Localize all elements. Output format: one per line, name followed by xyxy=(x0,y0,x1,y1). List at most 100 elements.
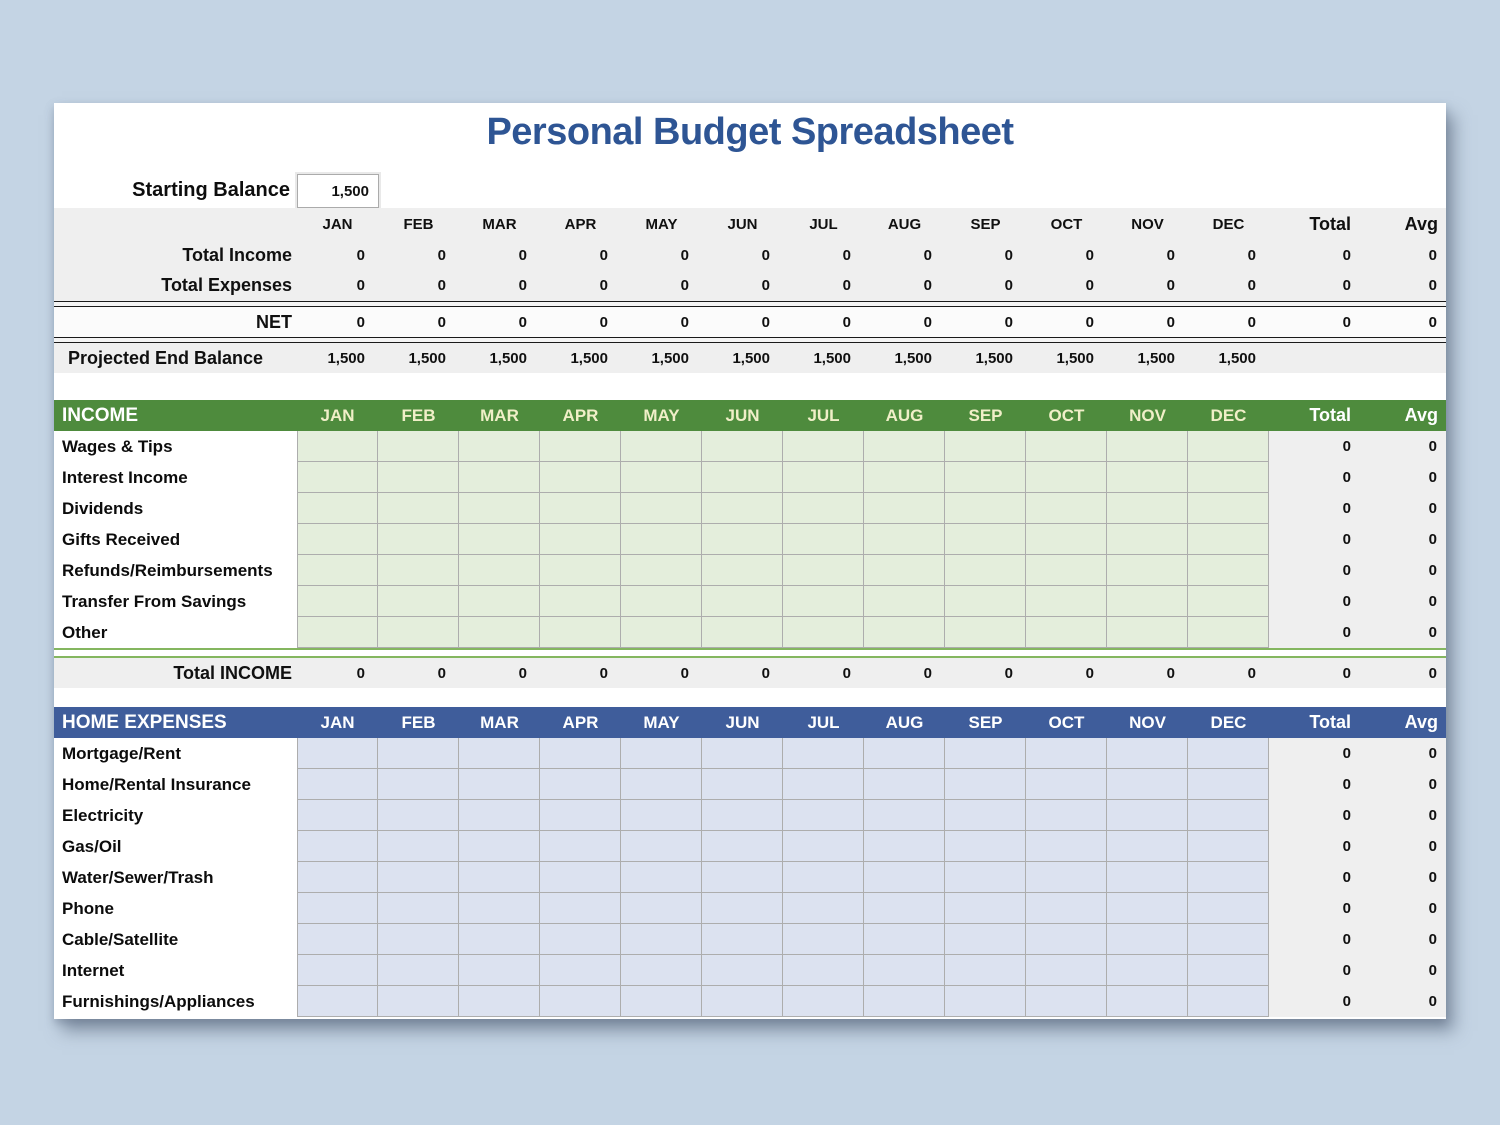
home-entry-cell[interactable] xyxy=(378,955,459,986)
income-entry-cell[interactable] xyxy=(783,462,864,493)
home-entry-cell[interactable] xyxy=(378,924,459,955)
home-entry-cell[interactable] xyxy=(540,924,621,955)
home-entry-cell[interactable] xyxy=(459,800,540,831)
income-entry-cell[interactable] xyxy=(297,462,378,493)
home-entry-cell[interactable] xyxy=(297,800,378,831)
income-entry-cell[interactable] xyxy=(297,493,378,524)
income-entry-cell[interactable] xyxy=(783,586,864,617)
home-entry-cell[interactable] xyxy=(459,893,540,924)
home-entry-cell[interactable] xyxy=(783,986,864,1017)
home-entry-cell[interactable] xyxy=(1026,986,1107,1017)
home-entry-cell[interactable] xyxy=(1026,862,1107,893)
home-entry-cell[interactable] xyxy=(702,862,783,893)
home-entry-cell[interactable] xyxy=(621,893,702,924)
home-entry-cell[interactable] xyxy=(702,831,783,862)
home-entry-cell[interactable] xyxy=(297,862,378,893)
income-entry-cell[interactable] xyxy=(864,524,945,555)
income-entry-cell[interactable] xyxy=(459,524,540,555)
home-entry-cell[interactable] xyxy=(702,924,783,955)
home-entry-cell[interactable] xyxy=(702,769,783,800)
home-entry-cell[interactable] xyxy=(378,800,459,831)
income-entry-cell[interactable] xyxy=(1107,431,1188,462)
home-entry-cell[interactable] xyxy=(1026,738,1107,769)
home-entry-cell[interactable] xyxy=(945,955,1026,986)
home-entry-cell[interactable] xyxy=(945,986,1026,1017)
income-entry-cell[interactable] xyxy=(864,462,945,493)
income-entry-cell[interactable] xyxy=(378,462,459,493)
income-entry-cell[interactable] xyxy=(702,555,783,586)
income-entry-cell[interactable] xyxy=(621,617,702,648)
home-entry-cell[interactable] xyxy=(1026,955,1107,986)
home-entry-cell[interactable] xyxy=(702,800,783,831)
income-entry-cell[interactable] xyxy=(297,617,378,648)
income-entry-cell[interactable] xyxy=(1026,493,1107,524)
home-entry-cell[interactable] xyxy=(621,769,702,800)
income-entry-cell[interactable] xyxy=(1026,462,1107,493)
income-entry-cell[interactable] xyxy=(621,586,702,617)
home-entry-cell[interactable] xyxy=(1188,986,1269,1017)
home-entry-cell[interactable] xyxy=(297,955,378,986)
income-entry-cell[interactable] xyxy=(459,431,540,462)
home-entry-cell[interactable] xyxy=(1107,986,1188,1017)
home-entry-cell[interactable] xyxy=(1188,800,1269,831)
income-entry-cell[interactable] xyxy=(945,555,1026,586)
home-entry-cell[interactable] xyxy=(1188,831,1269,862)
income-entry-cell[interactable] xyxy=(702,617,783,648)
income-entry-cell[interactable] xyxy=(1026,524,1107,555)
income-entry-cell[interactable] xyxy=(1188,586,1269,617)
home-entry-cell[interactable] xyxy=(702,986,783,1017)
income-entry-cell[interactable] xyxy=(864,493,945,524)
home-entry-cell[interactable] xyxy=(783,800,864,831)
home-entry-cell[interactable] xyxy=(1188,738,1269,769)
income-entry-cell[interactable] xyxy=(459,462,540,493)
home-entry-cell[interactable] xyxy=(783,955,864,986)
home-entry-cell[interactable] xyxy=(864,738,945,769)
home-entry-cell[interactable] xyxy=(864,893,945,924)
home-entry-cell[interactable] xyxy=(783,738,864,769)
home-entry-cell[interactable] xyxy=(459,924,540,955)
home-entry-cell[interactable] xyxy=(864,862,945,893)
income-entry-cell[interactable] xyxy=(702,524,783,555)
home-entry-cell[interactable] xyxy=(1026,800,1107,831)
income-entry-cell[interactable] xyxy=(864,431,945,462)
home-entry-cell[interactable] xyxy=(1026,924,1107,955)
income-entry-cell[interactable] xyxy=(1026,617,1107,648)
home-entry-cell[interactable] xyxy=(1107,800,1188,831)
home-entry-cell[interactable] xyxy=(864,924,945,955)
income-entry-cell[interactable] xyxy=(1026,586,1107,617)
home-entry-cell[interactable] xyxy=(621,986,702,1017)
income-entry-cell[interactable] xyxy=(945,586,1026,617)
income-entry-cell[interactable] xyxy=(459,586,540,617)
home-entry-cell[interactable] xyxy=(1026,769,1107,800)
income-entry-cell[interactable] xyxy=(702,493,783,524)
home-entry-cell[interactable] xyxy=(297,831,378,862)
home-entry-cell[interactable] xyxy=(459,955,540,986)
income-entry-cell[interactable] xyxy=(540,586,621,617)
home-entry-cell[interactable] xyxy=(459,986,540,1017)
income-entry-cell[interactable] xyxy=(945,524,1026,555)
income-entry-cell[interactable] xyxy=(945,431,1026,462)
home-entry-cell[interactable] xyxy=(702,955,783,986)
home-entry-cell[interactable] xyxy=(540,800,621,831)
home-entry-cell[interactable] xyxy=(864,769,945,800)
income-entry-cell[interactable] xyxy=(1188,617,1269,648)
home-entry-cell[interactable] xyxy=(540,862,621,893)
home-entry-cell[interactable] xyxy=(378,862,459,893)
home-entry-cell[interactable] xyxy=(783,862,864,893)
home-entry-cell[interactable] xyxy=(1107,738,1188,769)
home-entry-cell[interactable] xyxy=(621,924,702,955)
income-entry-cell[interactable] xyxy=(864,555,945,586)
income-entry-cell[interactable] xyxy=(297,524,378,555)
home-entry-cell[interactable] xyxy=(1188,769,1269,800)
home-entry-cell[interactable] xyxy=(945,800,1026,831)
home-entry-cell[interactable] xyxy=(945,862,1026,893)
income-entry-cell[interactable] xyxy=(540,617,621,648)
income-entry-cell[interactable] xyxy=(1188,493,1269,524)
income-entry-cell[interactable] xyxy=(783,524,864,555)
income-entry-cell[interactable] xyxy=(540,555,621,586)
home-entry-cell[interactable] xyxy=(621,862,702,893)
home-entry-cell[interactable] xyxy=(297,893,378,924)
income-entry-cell[interactable] xyxy=(297,555,378,586)
home-entry-cell[interactable] xyxy=(621,800,702,831)
home-entry-cell[interactable] xyxy=(1188,924,1269,955)
